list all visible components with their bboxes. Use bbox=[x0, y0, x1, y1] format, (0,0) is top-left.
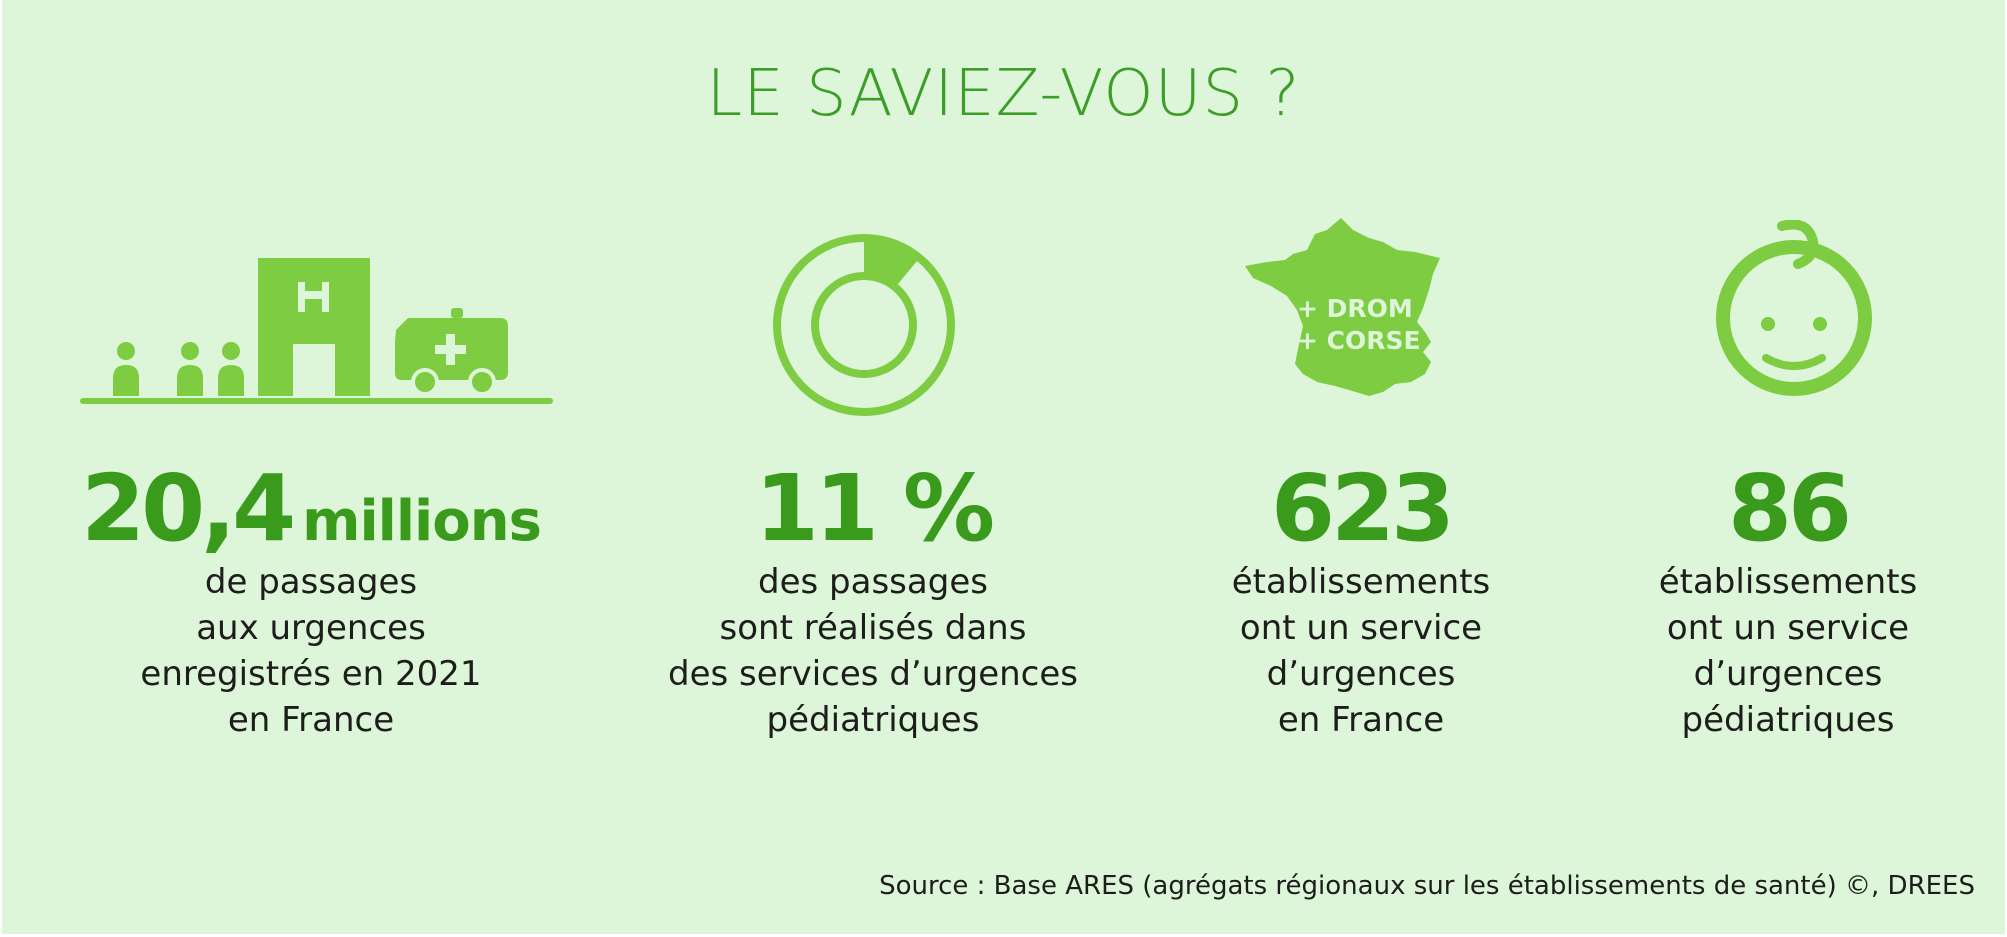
stat-description-establishments: établissements ont un service d’urgences… bbox=[1231, 562, 1491, 740]
stat-number: 11 % bbox=[754, 455, 995, 562]
stat-number: 20,4 bbox=[81, 455, 296, 562]
map-label-drom: + DROM bbox=[1297, 294, 1413, 323]
page-title: LE SAVIEZ-VOUS ? bbox=[706, 57, 1301, 131]
stat-number: 86 bbox=[1727, 455, 1852, 562]
stat-value-pediatric-establishments: 86 bbox=[1488, 463, 2007, 555]
baby-face-icon bbox=[1716, 220, 1872, 396]
stat-number: 623 bbox=[1270, 455, 1455, 562]
stat-description-pediatric-establishments: établissements ont un service d’urgences… bbox=[1658, 562, 1918, 740]
map-label-corse: + CORSE bbox=[1297, 326, 1421, 355]
stat-value-establishments: 623 bbox=[1061, 463, 1661, 555]
donut-highlight-segment bbox=[864, 238, 920, 288]
stat-description-passages: de passages aux urgences enregistrés en … bbox=[140, 562, 482, 740]
stat-unit: millions bbox=[302, 489, 542, 554]
france-map-icon: + DROM + CORSE bbox=[1245, 218, 1440, 396]
hospital-ambulance-icon bbox=[80, 258, 553, 404]
stat-value-passages: 20,4 millions bbox=[11, 463, 611, 555]
donut-share-icon bbox=[773, 234, 955, 416]
stat-description-pediatric-share: des passages sont réalisés dans des serv… bbox=[667, 562, 1079, 740]
source-note: Source : Base ARES (agrégats régionaux s… bbox=[879, 871, 1975, 901]
stat-value-pediatric-share: 11 % bbox=[573, 463, 1173, 555]
